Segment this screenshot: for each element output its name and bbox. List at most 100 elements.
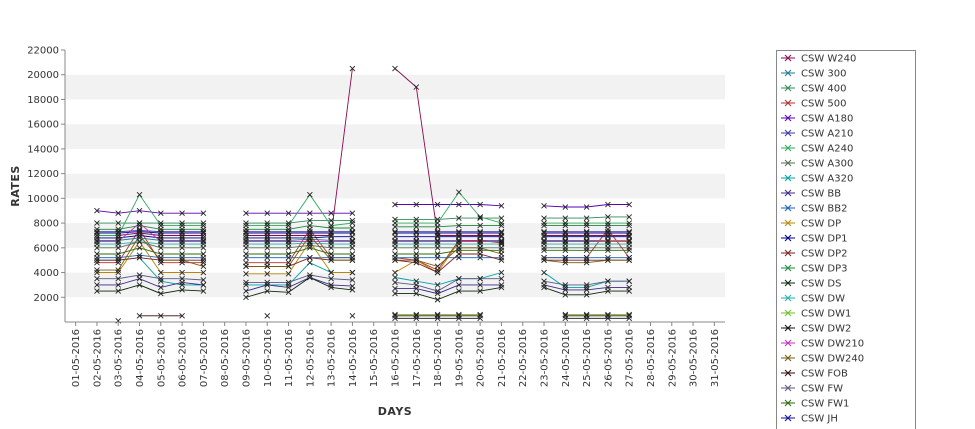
data-point bbox=[626, 254, 633, 261]
x-tick-label: 08-05-2016 bbox=[220, 329, 231, 387]
series-line bbox=[394, 278, 502, 292]
data-point bbox=[456, 201, 462, 208]
series-line bbox=[394, 68, 502, 236]
data-point bbox=[328, 275, 334, 282]
data-point bbox=[498, 222, 505, 229]
x-tick-label: 28-05-2016 bbox=[646, 329, 657, 387]
legend-item: CSW A240 bbox=[781, 144, 853, 155]
data-point bbox=[179, 269, 185, 276]
data-point bbox=[349, 217, 356, 224]
data-point bbox=[498, 230, 505, 236]
series-line bbox=[395, 284, 502, 295]
data-point bbox=[541, 238, 547, 245]
data-point bbox=[328, 222, 334, 229]
data-point bbox=[562, 204, 569, 210]
data-point bbox=[413, 312, 420, 319]
data-point bbox=[456, 215, 462, 221]
data-point bbox=[626, 222, 633, 229]
data-point bbox=[136, 312, 143, 319]
data-point bbox=[349, 241, 356, 247]
y-tick-label: 20000 bbox=[27, 70, 59, 81]
legend-marker bbox=[784, 264, 792, 272]
data-point bbox=[307, 259, 313, 266]
series-line bbox=[96, 230, 204, 233]
data-point bbox=[477, 247, 483, 254]
data-point bbox=[349, 251, 356, 257]
x-tick-label: 09-05-2016 bbox=[241, 329, 252, 387]
data-point bbox=[434, 241, 441, 247]
series-line bbox=[246, 238, 353, 241]
data-point bbox=[136, 244, 143, 251]
data-point bbox=[562, 228, 569, 235]
data-point bbox=[541, 222, 547, 229]
series-line bbox=[96, 228, 204, 264]
series-line bbox=[394, 272, 502, 286]
legend-label: CSW BB2 bbox=[801, 204, 847, 215]
data-point bbox=[456, 282, 462, 288]
data-point bbox=[562, 257, 569, 264]
data-point bbox=[626, 312, 633, 319]
data-point bbox=[583, 204, 590, 210]
data-point bbox=[136, 252, 143, 259]
legend-label: CSW DP2 bbox=[801, 249, 848, 260]
data-point bbox=[413, 282, 420, 288]
data-point bbox=[264, 230, 271, 236]
data-point bbox=[157, 290, 164, 297]
data-point bbox=[562, 215, 569, 221]
data-point bbox=[562, 254, 569, 261]
data-point bbox=[285, 263, 292, 270]
data-point bbox=[328, 241, 334, 247]
series-line bbox=[96, 235, 204, 239]
data-point bbox=[605, 278, 611, 285]
data-point bbox=[413, 251, 420, 257]
x-tick-label: 22-05-2016 bbox=[518, 329, 529, 387]
data-point bbox=[626, 278, 633, 285]
data-point bbox=[349, 312, 356, 319]
data-point bbox=[392, 279, 398, 286]
y-tick-label: 6000 bbox=[34, 243, 59, 254]
data-point bbox=[562, 238, 569, 245]
x-tick-label: 06-05-2016 bbox=[178, 329, 189, 387]
data-point bbox=[541, 247, 547, 254]
data-point bbox=[136, 207, 143, 214]
series-line bbox=[395, 191, 502, 224]
data-point bbox=[285, 238, 292, 245]
data-point bbox=[179, 259, 185, 266]
data-point bbox=[498, 240, 505, 246]
legend-item: CSW DW1 bbox=[781, 309, 851, 320]
legend-marker bbox=[784, 249, 792, 257]
legend-marker bbox=[784, 369, 792, 377]
y-tick-labels: 2000 4000 6000 8000 10000 12000 14000 16000 1800… bbox=[27, 46, 65, 304]
legend-item: CSW BB2 bbox=[781, 204, 847, 215]
legend-label: CSW A180 bbox=[801, 114, 853, 125]
data-point bbox=[541, 220, 547, 226]
data-point bbox=[434, 282, 441, 288]
grid-band bbox=[65, 148, 725, 174]
data-point bbox=[349, 257, 356, 264]
data-point bbox=[498, 282, 505, 288]
data-point bbox=[349, 225, 356, 231]
legend-marker bbox=[784, 129, 792, 137]
x-tick-label: 14-05-2016 bbox=[348, 329, 359, 387]
data-point bbox=[307, 272, 313, 278]
legend-label: CSW DS bbox=[801, 279, 841, 290]
data-point bbox=[562, 315, 569, 322]
legend-marker bbox=[784, 114, 792, 122]
x-tick-label: 27-05-2016 bbox=[625, 329, 636, 387]
data-point bbox=[498, 269, 505, 276]
legend-label: CSW DW2 bbox=[801, 324, 851, 335]
data-point bbox=[307, 230, 313, 236]
data-point bbox=[157, 251, 164, 257]
legend-label: CSW DW1 bbox=[801, 309, 851, 320]
x-tick-label: 02-05-2016 bbox=[92, 329, 103, 387]
data-point bbox=[434, 201, 441, 208]
series-line bbox=[246, 240, 353, 275]
data-point bbox=[179, 220, 185, 226]
series-line bbox=[96, 240, 204, 273]
data-point bbox=[583, 254, 590, 261]
data-point bbox=[626, 257, 633, 264]
data-point bbox=[477, 238, 483, 245]
data-point bbox=[157, 312, 164, 319]
legend-label: CSW DW240 bbox=[801, 354, 864, 365]
series-points bbox=[94, 65, 633, 324]
